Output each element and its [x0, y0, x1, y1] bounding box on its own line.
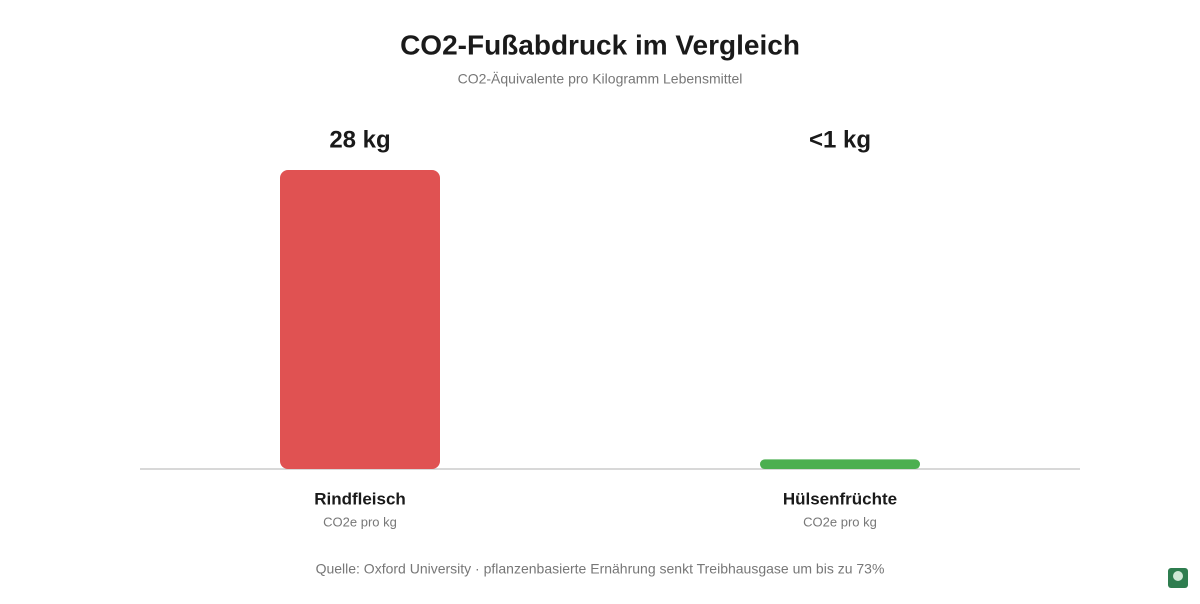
bar: [280, 170, 440, 469]
category-label: Rindfleisch: [314, 489, 406, 508]
category-sublabel: CO2e pro kg: [323, 514, 397, 529]
chart-subtitle: CO2-Äquivalente pro Kilogramm Lebensmitt…: [458, 71, 743, 87]
value-label: 28 kg: [329, 126, 390, 153]
app-icon-glyph: [1173, 571, 1183, 581]
category-sublabel: CO2e pro kg: [803, 514, 877, 529]
source-note: Quelle: Oxford University · pflanzenbasi…: [316, 561, 885, 577]
category-label: Hülsenfrüchte: [783, 489, 897, 508]
bar: [760, 459, 920, 469]
value-label: <1 kg: [809, 126, 871, 153]
chart-title: CO2-Fußabdruck im Vergleich: [400, 29, 800, 60]
